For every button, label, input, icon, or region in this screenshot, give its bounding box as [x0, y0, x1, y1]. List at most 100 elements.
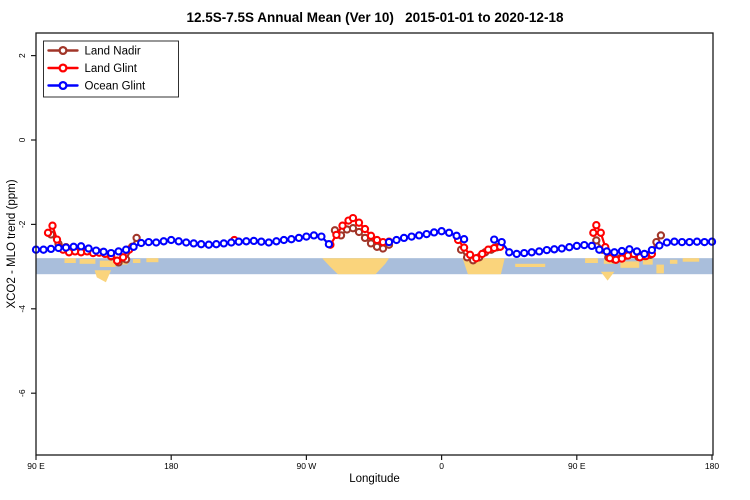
- data-point: [212, 240, 221, 249]
- land-timor-hang: [94, 270, 112, 283]
- data-point: [422, 229, 431, 239]
- data-point: [595, 245, 604, 254]
- data-point: [52, 235, 62, 244]
- y-tick-label: 0: [17, 137, 27, 142]
- data-point: [414, 231, 424, 240]
- x-tick-label: 180: [705, 461, 719, 471]
- land-island: [79, 259, 96, 264]
- data-point: [617, 254, 627, 263]
- data-point: [596, 228, 605, 237]
- land-island: [64, 258, 76, 263]
- data-point: [452, 231, 461, 240]
- data-point: [227, 238, 236, 247]
- data-point: [332, 230, 341, 240]
- legend: Land Nadir Land Glint Ocean Glint: [43, 40, 179, 98]
- y-tick-label: -6: [17, 389, 27, 397]
- legend-label: Land Nadir: [85, 46, 141, 58]
- data-point: [129, 242, 138, 251]
- y-tick-label: -2: [17, 220, 27, 228]
- data-point: [46, 244, 56, 254]
- data-point: [565, 243, 574, 252]
- x-axis-label: Longitude: [349, 473, 400, 485]
- data-point: [437, 227, 446, 236]
- data-point: [512, 249, 521, 259]
- data-point: [272, 237, 281, 246]
- data-point: [592, 236, 601, 245]
- data-point: [69, 242, 78, 251]
- data-point: [54, 243, 63, 253]
- land-island: [642, 259, 653, 265]
- land-south-america: [322, 258, 389, 275]
- legend-item: Land Glint: [47, 63, 138, 75]
- data-point: [348, 213, 358, 223]
- axes: 90 E 180 90 W 0 90 E 180 2 0 -2 -4 -6: [17, 32, 719, 471]
- data-point: [360, 224, 370, 234]
- data-point: [317, 232, 326, 241]
- data-point: [589, 228, 598, 237]
- data-point: [444, 228, 454, 237]
- data-point: [121, 245, 131, 254]
- data-point: [587, 241, 596, 251]
- data-point: [640, 249, 649, 259]
- x-tick-label: 180: [164, 461, 178, 471]
- data-point: [366, 239, 376, 248]
- data-point: [43, 228, 53, 237]
- data-point: [204, 240, 213, 249]
- land-island: [132, 259, 141, 263]
- land-island: [146, 258, 159, 263]
- x-tick-label: 0: [439, 461, 444, 471]
- data-point: [324, 240, 334, 249]
- data-point: [234, 237, 243, 246]
- data-point: [384, 237, 394, 247]
- data-series: [31, 213, 717, 267]
- data-point: [106, 248, 116, 258]
- data-point: [610, 248, 619, 257]
- data-point: [670, 237, 679, 246]
- data-point: [378, 244, 388, 253]
- data-point: [84, 244, 93, 253]
- data-point: [656, 231, 666, 240]
- data-point: [112, 256, 122, 265]
- data-point: [144, 237, 153, 247]
- x-tick-label: 90 E: [568, 461, 586, 471]
- data-point: [535, 247, 544, 256]
- data-point: [647, 245, 657, 255]
- data-point: [219, 239, 228, 248]
- data-point: [294, 233, 304, 243]
- data-point: [264, 238, 273, 247]
- data-point: [592, 221, 601, 230]
- data-point: [602, 247, 611, 256]
- legend-label: Ocean Glint: [85, 81, 147, 93]
- data-point: [167, 235, 176, 245]
- data-point: [354, 218, 364, 227]
- data-point: [48, 221, 57, 230]
- data-point: [91, 246, 101, 255]
- legend-marker: [58, 63, 68, 73]
- data-point: [152, 238, 161, 247]
- data-point: [625, 245, 634, 254]
- data-point: [174, 237, 183, 246]
- plot-border: [35, 32, 714, 456]
- data-point: [490, 235, 499, 244]
- legend-label: Land Glint: [85, 63, 138, 75]
- data-point: [338, 221, 347, 230]
- data-point: [632, 247, 642, 256]
- data-point: [137, 238, 146, 248]
- map-strip: [36, 258, 713, 283]
- land-island: [656, 264, 664, 274]
- legend-item: Land Nadir: [47, 46, 141, 58]
- data-point: [700, 237, 709, 247]
- data-point: [242, 237, 251, 246]
- land-island-hang: [600, 271, 615, 281]
- data-point: [550, 245, 559, 254]
- data-point: [257, 237, 266, 246]
- data-point: [478, 249, 487, 259]
- land-island: [620, 261, 640, 268]
- data-point: [99, 247, 108, 256]
- data-point: [527, 248, 536, 257]
- data-point: [407, 232, 416, 241]
- data-point: [429, 228, 439, 237]
- data-point: [465, 250, 475, 259]
- data-point: [348, 224, 358, 233]
